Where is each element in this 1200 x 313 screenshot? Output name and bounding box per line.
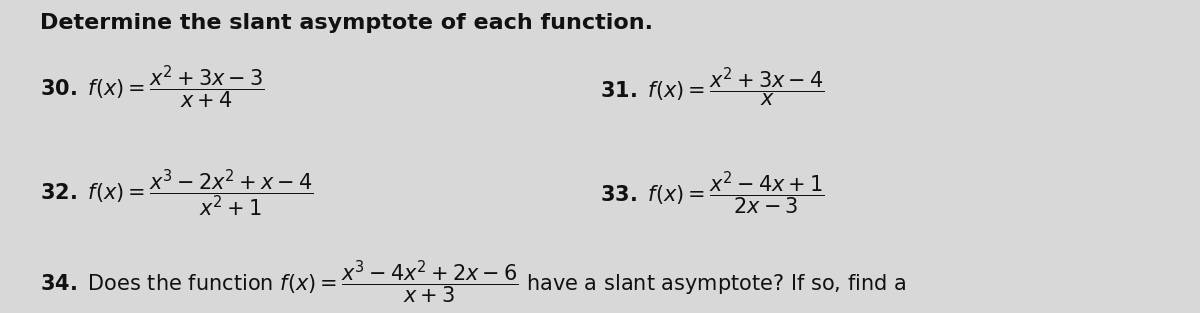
Text: $\mathbf{31.}$ $f(x) = \dfrac{x^2 + 3x - 4}{x}$: $\mathbf{31.}$ $f(x) = \dfrac{x^2 + 3x -… (600, 65, 824, 109)
Text: $\mathbf{33.}$ $f(x) = \dfrac{x^2 - 4x + 1}{2x - 3}$: $\mathbf{33.}$ $f(x) = \dfrac{x^2 - 4x +… (600, 169, 824, 217)
Text: $\mathbf{34.}$ Does the function $f(x) = \dfrac{x^3 - 4x^2 + 2x - 6}{x + 3}$ hav: $\mathbf{34.}$ Does the function $f(x) =… (40, 258, 906, 305)
Text: $\mathbf{30.}$ $f(x) = \dfrac{x^2 + 3x - 3}{x + 4}$: $\mathbf{30.}$ $f(x) = \dfrac{x^2 + 3x -… (40, 63, 265, 111)
Text: Determine the slant asymptote of each function.: Determine the slant asymptote of each fu… (40, 13, 653, 33)
Text: $\mathbf{32.}$ $f(x) = \dfrac{x^3 - 2x^2 + x - 4}{x^2 + 1}$: $\mathbf{32.}$ $f(x) = \dfrac{x^3 - 2x^2… (40, 167, 313, 219)
